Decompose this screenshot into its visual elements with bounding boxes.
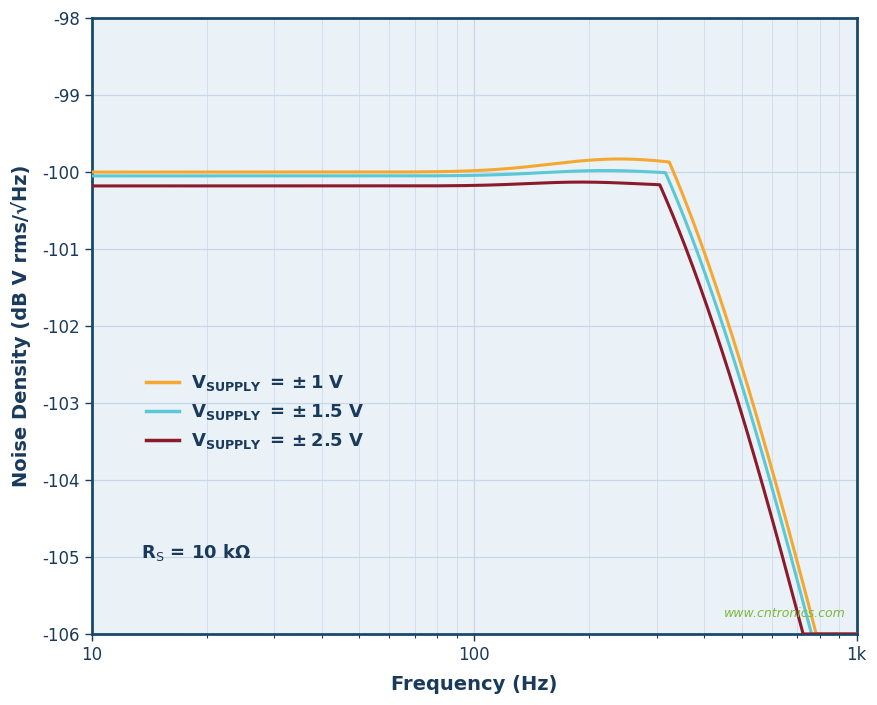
Text: www.cntronics.com: www.cntronics.com <box>723 608 845 620</box>
Legend: $\mathbf{V}_{\mathbf{SUPPLY}}\ \mathbf{= \pm1\ V}$, $\mathbf{V}_{\mathbf{SUPPLY}: $\mathbf{V}_{\mathbf{SUPPLY}}\ \mathbf{=… <box>139 366 371 459</box>
X-axis label: Frequency (Hz): Frequency (Hz) <box>390 675 557 694</box>
Text: R$_\mathrm{S}$ = 10 kΩ: R$_\mathrm{S}$ = 10 kΩ <box>141 542 252 563</box>
Y-axis label: Noise Density (dB V rms/√Hz): Noise Density (dB V rms/√Hz) <box>11 165 31 487</box>
